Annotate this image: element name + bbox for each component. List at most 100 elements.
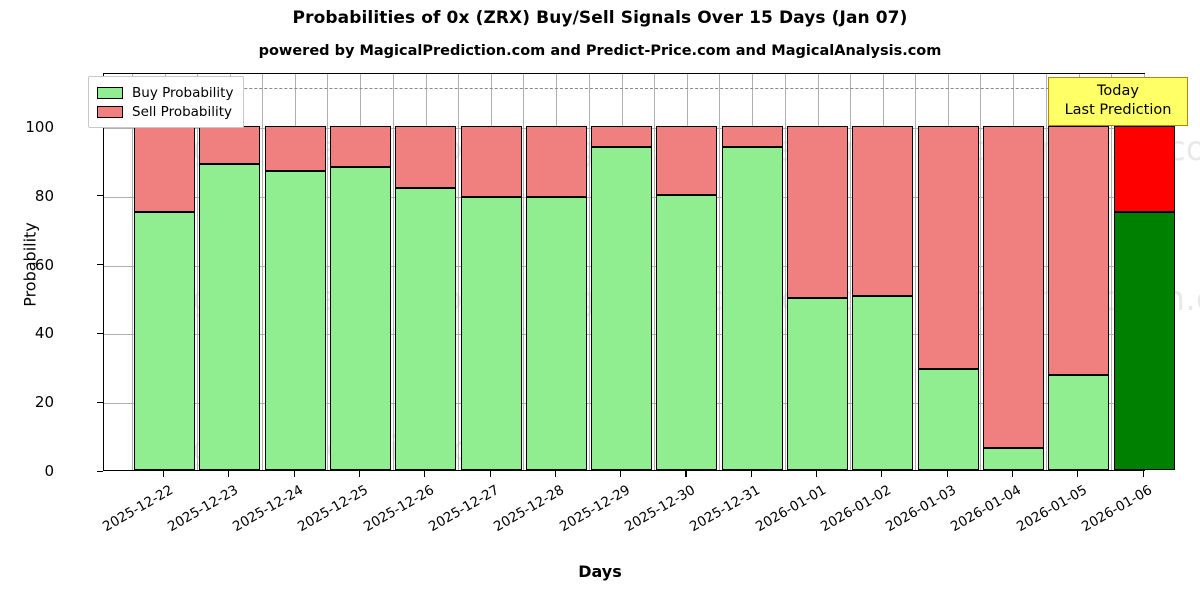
chart-subtitle: powered by MagicalPrediction.com and Pre… xyxy=(258,43,942,59)
x-axis-tick-mark xyxy=(554,471,556,477)
bar-segment-sell[interactable] xyxy=(982,126,1044,448)
bar-column[interactable] xyxy=(1113,72,1175,470)
x-axis-tick-mark xyxy=(1142,471,1144,477)
bar-segment-buy[interactable] xyxy=(134,212,195,470)
y-axis-tick-label: 0 xyxy=(44,462,54,480)
gridline-vertical xyxy=(392,74,394,470)
x-axis-tick-mark xyxy=(816,471,818,477)
bar-segment-buy[interactable] xyxy=(721,146,783,470)
y-axis-tick-mark xyxy=(97,332,103,335)
bar-segment-sell[interactable] xyxy=(199,126,261,164)
bar-segment-sell[interactable] xyxy=(852,126,914,297)
y-axis-tick-mark xyxy=(97,401,103,403)
gridline-vertical xyxy=(458,74,459,470)
bar-segment-buy[interactable] xyxy=(852,296,914,470)
x-axis-tick-mark xyxy=(358,471,361,477)
bar-segment-buy[interactable] xyxy=(591,146,653,470)
bar-segment-buy[interactable] xyxy=(917,368,979,470)
bar-segment-buy[interactable] xyxy=(199,163,261,470)
bar-column[interactable] xyxy=(264,72,326,470)
x-axis-tick-mark xyxy=(424,471,426,477)
x-axis-tick-mark xyxy=(228,471,230,477)
bar-segment-buy[interactable] xyxy=(525,196,587,470)
bar-column[interactable] xyxy=(199,72,261,470)
legend: Buy Probability Sell Probability xyxy=(88,76,245,128)
bar-segment-sell[interactable] xyxy=(525,126,587,197)
y-axis-label: Probability xyxy=(20,222,40,307)
bar-column[interactable] xyxy=(525,72,587,470)
gridline-vertical xyxy=(980,74,982,470)
plot-area: MagicalAnalysis.comMagicalAnalysis.comMa… xyxy=(103,72,1200,471)
bar-column[interactable] xyxy=(721,72,783,470)
today-annotation-line2: Last Prediction xyxy=(1064,102,1172,118)
bar-segment-buy[interactable] xyxy=(1048,375,1110,470)
x-axis-tick-mark xyxy=(1011,471,1014,477)
bar-column[interactable] xyxy=(395,72,457,470)
gridline-vertical xyxy=(915,74,917,470)
bar-segment-sell[interactable] xyxy=(917,126,979,369)
x-axis-tick-mark xyxy=(881,471,883,477)
gridline-vertical xyxy=(588,74,590,470)
legend-label-buy: Buy Probability xyxy=(132,84,234,101)
x-axis-label: Days xyxy=(578,562,622,581)
bar-segment-buy[interactable] xyxy=(264,170,326,470)
bar-segment-sell[interactable] xyxy=(329,126,391,168)
bar-segment-sell[interactable] xyxy=(591,126,653,147)
bar-column[interactable] xyxy=(460,72,522,470)
bar-column[interactable] xyxy=(329,72,391,470)
bar-segment-sell[interactable] xyxy=(264,126,326,171)
bar-column[interactable] xyxy=(134,72,195,470)
x-axis-tick-mark xyxy=(489,471,491,477)
bar-segment-sell[interactable] xyxy=(1048,126,1110,376)
gridline-vertical xyxy=(653,74,655,470)
bar-column[interactable] xyxy=(1048,72,1110,470)
bar-segment-buy[interactable] xyxy=(982,447,1044,470)
bar-column[interactable] xyxy=(656,72,718,470)
legend-swatch-sell-icon xyxy=(97,105,123,118)
gridline-vertical xyxy=(196,74,198,470)
gridline-vertical xyxy=(131,74,133,470)
bar-segment-sell[interactable] xyxy=(1113,126,1175,212)
bar-segment-buy[interactable] xyxy=(1113,212,1175,470)
bar-segment-sell[interactable] xyxy=(134,126,195,212)
x-axis-tick-mark xyxy=(946,471,948,477)
gridline-vertical xyxy=(719,74,721,470)
bar-segment-sell[interactable] xyxy=(656,126,718,195)
y-axis-tick-mark xyxy=(97,470,103,472)
bar-segment-buy[interactable] xyxy=(656,194,718,470)
y-axis-tick-label: 20 xyxy=(34,393,54,412)
bar-column[interactable] xyxy=(787,72,848,470)
y-axis-tick-label: 100 xyxy=(25,118,54,136)
y-axis-tick-mark xyxy=(97,195,103,197)
chart-title: Probabilities of 0x (ZRX) Buy/Sell Signa… xyxy=(292,8,908,28)
gridline-vertical xyxy=(1045,74,1047,470)
legend-swatch-buy-icon xyxy=(97,86,123,99)
y-axis-tick-label: 40 xyxy=(34,324,54,343)
bar-segment-buy[interactable] xyxy=(329,167,391,470)
bar-column[interactable] xyxy=(591,72,653,470)
x-axis-tick-mark xyxy=(750,471,752,477)
y-axis-tick-mark xyxy=(97,264,103,266)
x-axis-tick-mark xyxy=(620,471,622,477)
y-axis-tick-label: 60 xyxy=(34,255,54,274)
bar-segment-sell[interactable] xyxy=(395,126,457,188)
legend-item-sell: Sell Probability xyxy=(97,102,233,121)
gridline-vertical xyxy=(784,74,786,470)
bar-column[interactable] xyxy=(852,72,914,470)
x-axis-tick-mark xyxy=(293,471,295,477)
today-annotation: Today Last Prediction xyxy=(1048,77,1188,126)
reference-dashed-line xyxy=(104,88,1144,89)
bar-segment-sell[interactable] xyxy=(460,126,522,197)
y-axis-tick-label: 80 xyxy=(34,186,54,205)
bar-column[interactable] xyxy=(982,72,1044,470)
gridline-vertical xyxy=(523,74,525,470)
bar-segment-buy[interactable] xyxy=(787,298,848,470)
bar-segment-buy[interactable] xyxy=(395,187,457,470)
gridline-vertical xyxy=(262,74,264,470)
bar-segment-sell[interactable] xyxy=(787,126,848,298)
bar-segment-sell[interactable] xyxy=(721,126,783,147)
bar-segment-buy[interactable] xyxy=(460,196,522,470)
bar-column[interactable] xyxy=(917,72,979,470)
x-axis-tick-mark xyxy=(1077,471,1079,477)
